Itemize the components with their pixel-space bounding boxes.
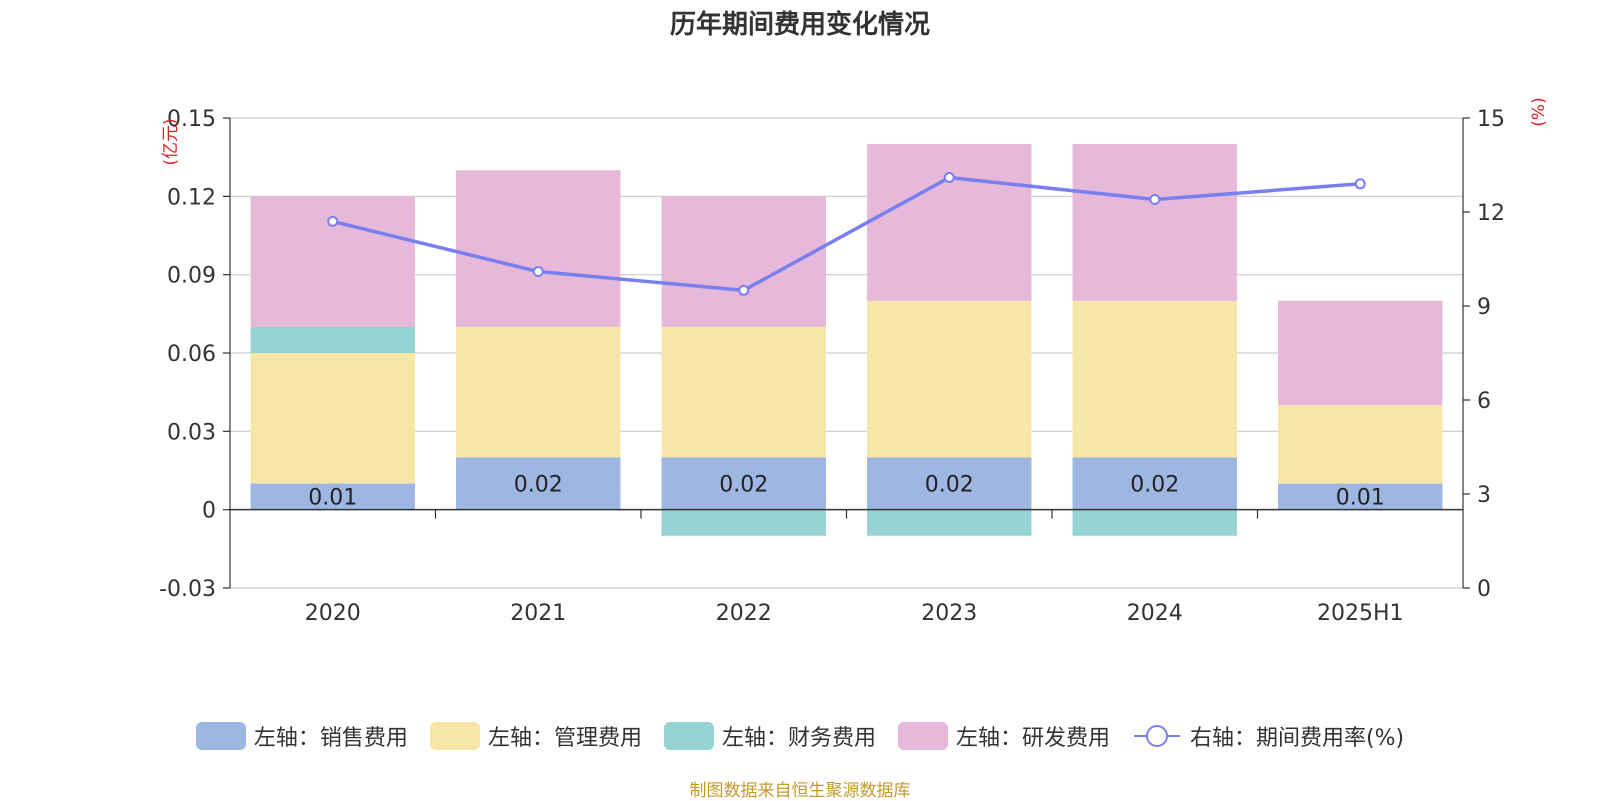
legend-label-expense-rate: 右轴：期间费用率(%) [1189, 726, 1405, 751]
bar-segment[interactable] [661, 457, 826, 510]
right-axis-tick-label: 0 [1477, 577, 1491, 602]
right-axis-tick-label: 12 [1477, 201, 1505, 226]
bar-data-label: 0.02 [514, 473, 563, 498]
chart-title: 历年期间费用变化情况 [669, 10, 930, 40]
expense-rate-line [332, 175, 1361, 293]
legend-swatch-finance [663, 722, 714, 750]
left-axis-tick-label: 0.09 [167, 264, 216, 289]
bar-data-label: 0.01 [308, 486, 357, 511]
legend-label-rd: 左轴：研发费用 [955, 726, 1110, 751]
bar-segment[interactable] [1072, 457, 1237, 510]
right-axis-tick-label: 9 [1477, 295, 1491, 320]
bar-segment[interactable] [1278, 483, 1443, 510]
expense-rate-point[interactable] [1354, 178, 1366, 190]
bar-data-label: 0.02 [925, 473, 974, 498]
bar-segment[interactable] [456, 457, 621, 510]
category-label: 2020 [305, 601, 361, 626]
bar-data-label: 0.02 [1130, 473, 1179, 498]
label-layer: 0.01 0.02 0.02 0.02 0.02 0.01 [308, 473, 1384, 511]
left-axis-tick-label: 0.06 [167, 342, 216, 367]
bar-segment[interactable] [1072, 144, 1237, 301]
bar-segment[interactable] [867, 457, 1032, 510]
bar-segment[interactable] [661, 509, 826, 536]
bar-segment[interactable] [1278, 405, 1443, 484]
legend: 左轴：销售费用 左轴：管理费用 左轴：财务费用 左轴：研发费用 右轴：期间费用率… [0, 720, 1600, 752]
bar-segment[interactable] [456, 170, 621, 327]
left-axis-tick-label: 0.03 [167, 420, 216, 445]
bar-segment[interactable] [250, 483, 415, 510]
bar-layer [250, 144, 1443, 536]
expense-rate-point[interactable] [327, 215, 339, 227]
right-axis-tick-label: 3 [1477, 483, 1491, 508]
bar-segment[interactable] [661, 196, 826, 327]
legend-swatch-expense-rate [1133, 725, 1180, 747]
right-axis-unit-label: (%) [1529, 97, 1549, 126]
bar-segment[interactable] [1278, 300, 1443, 406]
legend-item-expense-rate[interactable]: 右轴：期间费用率(%) [1132, 720, 1404, 752]
category-label: 2024 [1127, 601, 1183, 626]
expense-rate-point[interactable] [738, 284, 750, 296]
left-axis-unit-label: (亿元) [161, 118, 181, 165]
legend-item-finance[interactable]: 左轴：财务费用 [663, 720, 876, 752]
bar-segment[interactable] [867, 300, 1032, 458]
legend-label-finance: 左轴：财务费用 [721, 726, 876, 751]
line-layer [327, 172, 1366, 296]
bar-segment[interactable] [867, 509, 1032, 536]
legend-item-sales[interactable]: 左轴：销售费用 [195, 720, 408, 752]
bar-segment[interactable] [867, 144, 1032, 301]
bar-segment[interactable] [250, 353, 415, 484]
legend-item-admin[interactable]: 左轴：管理费用 [429, 720, 642, 752]
legend-swatch-admin [429, 722, 480, 750]
left-axis-tick-label: 0.12 [167, 185, 216, 210]
chart-canvas: 0.15 0.12 0.09 0.06 0.03 0 -0.03 15 12 9 6 3 0 (亿元) (%… [159, 97, 1549, 626]
right-axis-tick-label: 15 [1477, 107, 1505, 132]
bar-segment[interactable] [456, 326, 621, 458]
legend-item-rd[interactable]: 左轴：研发费用 [897, 720, 1110, 752]
data-source-note: 制图数据来自恒生聚源数据库 [689, 781, 911, 801]
expense-rate-point[interactable] [943, 172, 955, 184]
right-axis-tick-label: 6 [1477, 389, 1491, 414]
legend-label-sales: 左轴：销售费用 [253, 726, 408, 751]
left-axis-tick-label: 0.15 [167, 107, 216, 132]
bar-segment[interactable] [1072, 300, 1237, 458]
category-label: 2023 [921, 601, 977, 626]
category-label: 2021 [510, 601, 566, 626]
expense-rate-point[interactable] [532, 266, 544, 278]
axes: 0.15 0.12 0.09 0.06 0.03 0 -0.03 15 12 9 6 3 0 (亿元) (%… [159, 97, 1549, 626]
bar-segment[interactable] [661, 326, 826, 458]
left-axis-tick-label: 0 [202, 499, 216, 524]
bar-segment[interactable] [1072, 509, 1237, 536]
legend-swatch-sales [195, 722, 246, 750]
bar-data-label: 0.02 [719, 473, 768, 498]
category-label: 2025H1 [1317, 601, 1404, 626]
left-axis-tick-label: -0.03 [159, 577, 216, 602]
category-label: 2022 [716, 601, 772, 626]
bar-data-label: 0.01 [1336, 486, 1385, 511]
legend-swatch-rd [897, 722, 948, 750]
legend-label-admin: 左轴：管理费用 [487, 726, 642, 751]
bar-segment[interactable] [250, 326, 415, 353]
expense-rate-point[interactable] [1149, 193, 1161, 205]
